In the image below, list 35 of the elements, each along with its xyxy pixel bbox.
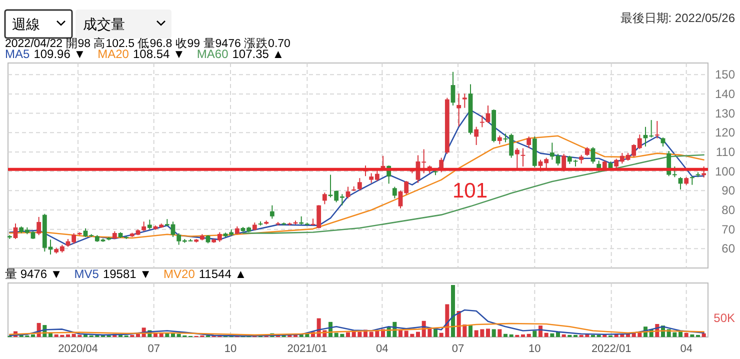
y-tick-label: 100 bbox=[714, 164, 736, 178]
y-tick-label: 90 bbox=[722, 184, 736, 198]
x-tick-label: 07 bbox=[452, 343, 464, 355]
x-tick-label: 04 bbox=[680, 343, 692, 355]
annotation: 量 9476 ▼ bbox=[5, 267, 62, 281]
text: 2022/04/22 開98 高102.5 低96.8 收99 量9476 漲跌0.70 bbox=[5, 36, 290, 50]
annotation: 11544 ▲ bbox=[198, 267, 247, 281]
x-tick-label: 04 bbox=[376, 343, 388, 355]
x-tick-label: 2022/01 bbox=[591, 343, 632, 355]
y-tick-label: 110 bbox=[716, 144, 736, 159]
y-tick-label: 120 bbox=[714, 126, 736, 140]
x-tick-label: 10 bbox=[224, 343, 237, 355]
text: 成交量 bbox=[83, 16, 125, 32]
text: 108.54 ▼ bbox=[132, 47, 185, 61]
text: MA5 bbox=[5, 47, 30, 61]
y-tick-label: 70 bbox=[722, 222, 736, 236]
x-tick-label: 10 bbox=[528, 343, 541, 355]
text: MV20 bbox=[164, 267, 196, 281]
y-tick-label: 130 bbox=[714, 106, 736, 120]
text: 週線 bbox=[12, 16, 40, 32]
text: 107.35 ▲ bbox=[232, 47, 284, 61]
annotation: 19581 ▼ bbox=[102, 267, 152, 281]
text: MV5 bbox=[74, 267, 100, 281]
y-tick-label: 80 bbox=[722, 202, 736, 217]
x-tick-label: 07 bbox=[148, 343, 160, 355]
text: MA20 bbox=[98, 47, 130, 61]
ref-line-label: 101 bbox=[452, 179, 488, 202]
y-tick-label: 60 bbox=[722, 242, 736, 256]
x-tick-label: 2020/04 bbox=[58, 343, 98, 355]
text: 最後日期: 2022/05/26 bbox=[620, 11, 736, 25]
x-tick-label: 2021/01 bbox=[287, 343, 328, 355]
text: 50K bbox=[714, 311, 735, 326]
y-tick-label: 150 bbox=[714, 68, 736, 82]
y-tick-label: 140 bbox=[714, 86, 736, 101]
text: MA60 bbox=[196, 47, 229, 61]
